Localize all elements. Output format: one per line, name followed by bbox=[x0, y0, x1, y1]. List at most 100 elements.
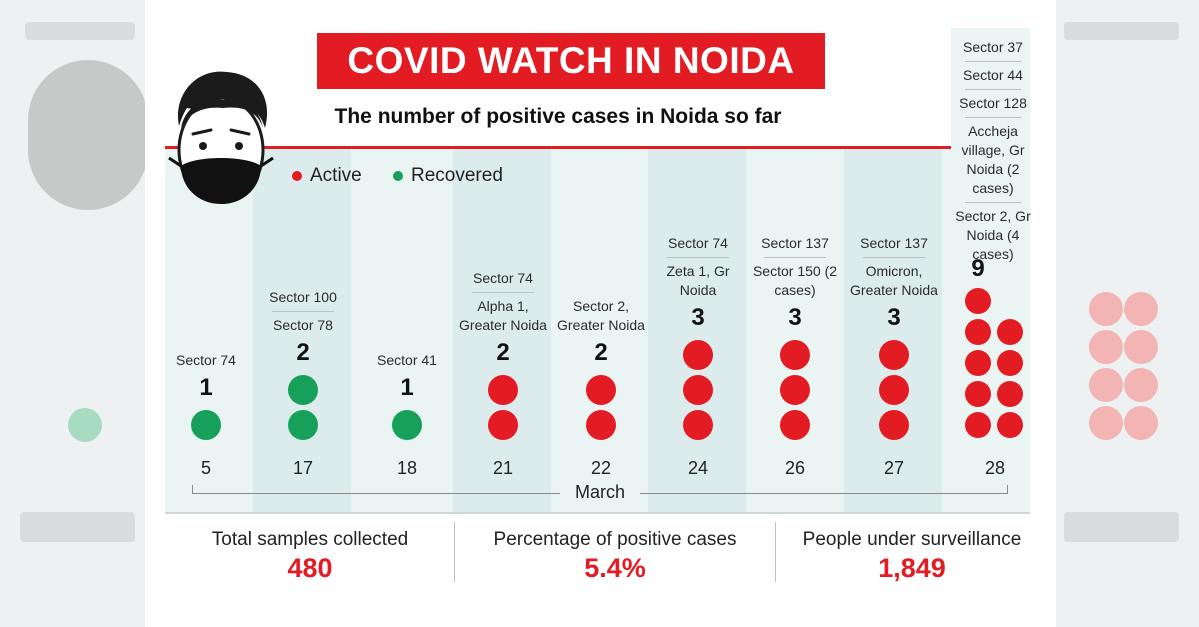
location-list: Sector 100 Sector 78 bbox=[258, 288, 348, 335]
location-name: Sector 78 bbox=[273, 317, 333, 333]
location-name: Sector 150 (2 cases) bbox=[752, 263, 838, 298]
location-list: Sector 2, Greater Noida bbox=[556, 297, 646, 335]
right-brow bbox=[229, 128, 251, 136]
date-label: 27 bbox=[883, 458, 905, 478]
active-case-dot bbox=[780, 410, 810, 440]
date-label: 24 bbox=[687, 458, 709, 478]
stat-label: People under surveillance bbox=[802, 529, 1022, 550]
location-list: Sector 137 Sector 150 (2 cases) bbox=[750, 234, 840, 300]
active-case-dot bbox=[997, 381, 1023, 407]
location-separator bbox=[272, 311, 334, 312]
masked-face-icon bbox=[168, 71, 274, 204]
location-name: Sector 44 bbox=[963, 67, 1023, 83]
location-separator bbox=[472, 292, 534, 293]
location-separator bbox=[965, 117, 1021, 118]
case-count: 2 bbox=[496, 339, 510, 366]
active-case-dot bbox=[488, 410, 518, 440]
location-name: Sector 137 bbox=[761, 235, 829, 251]
recovered-case-dot bbox=[191, 410, 221, 440]
date-label: 18 bbox=[396, 458, 418, 478]
stat-positive-percentage: Percentage of positive cases 5.4% bbox=[455, 514, 775, 592]
stat-label: Total samples collected bbox=[211, 529, 409, 550]
location-name: Sector 74 bbox=[473, 270, 533, 286]
location-name: Sector 41 bbox=[377, 352, 437, 368]
case-count: 3 bbox=[691, 304, 705, 331]
case-count: 9 bbox=[971, 255, 985, 282]
chart-title: COVID WATCH IN NOIDA bbox=[317, 33, 825, 89]
active-case-dot bbox=[997, 350, 1023, 376]
active-case-dot bbox=[997, 412, 1023, 438]
location-name: Accheja village, Gr Noida (2 cases) bbox=[961, 123, 1025, 196]
recovered-case-dot bbox=[392, 410, 422, 440]
location-list: Sector 74 Alpha 1, Greater Noida bbox=[458, 269, 548, 335]
active-case-dot bbox=[879, 410, 909, 440]
stats-rule bbox=[165, 512, 1030, 514]
location-list: Sector 74 bbox=[161, 351, 251, 370]
case-count: 3 bbox=[788, 304, 802, 331]
stats-panel: Total samples collected 480 Percentage o… bbox=[165, 514, 1030, 592]
location-name: Alpha 1, Greater Noida bbox=[459, 298, 547, 333]
case-count: 3 bbox=[887, 304, 901, 331]
chart-subtitle: The number of positive cases in Noida so… bbox=[334, 105, 782, 128]
location-name: Sector 74 bbox=[668, 235, 728, 251]
recovered-legend-dot bbox=[393, 171, 403, 181]
active-case-dot bbox=[879, 375, 909, 405]
infographic-card: COVID WATCH IN NOIDA The number of posit… bbox=[145, 0, 1056, 627]
location-name: Sector 100 bbox=[269, 289, 337, 305]
location-list: Sector 37 Sector 44 Sector 128 Accheja vill… bbox=[951, 38, 1035, 264]
hair-top bbox=[181, 99, 263, 128]
location-list: Sector 137 Omicron, Greater Noida bbox=[849, 234, 939, 300]
stat-label: Percentage of positive cases bbox=[493, 529, 737, 550]
active-case-dot bbox=[965, 350, 991, 376]
location-separator bbox=[965, 61, 1021, 62]
active-case-dot bbox=[683, 340, 713, 370]
location-list: Sector 41 bbox=[362, 351, 452, 370]
legend-recovered-label: Recovered bbox=[411, 165, 503, 186]
location-name: Sector 137 bbox=[860, 235, 928, 251]
mask-strap-right bbox=[260, 156, 274, 168]
active-case-dot bbox=[683, 375, 713, 405]
date-label: 26 bbox=[784, 458, 806, 478]
legend-active-label: Active bbox=[310, 165, 362, 186]
date-label: 17 bbox=[292, 458, 314, 478]
axis-tick-right bbox=[1007, 485, 1008, 494]
recovered-case-dot bbox=[288, 375, 318, 405]
location-name: Sector 37 bbox=[963, 39, 1023, 55]
case-count: 2 bbox=[594, 339, 608, 366]
location-separator bbox=[667, 257, 729, 258]
location-name: Omicron, Greater Noida bbox=[850, 263, 938, 298]
right-eye bbox=[235, 142, 243, 150]
date-label: 5 bbox=[200, 458, 211, 478]
active-case-dot bbox=[965, 412, 991, 438]
location-name: Sector 2, Gr Noida (4 cases) bbox=[955, 208, 1031, 262]
date-label: 21 bbox=[492, 458, 514, 478]
mask-strap-left bbox=[168, 156, 182, 168]
title-rule bbox=[165, 146, 951, 149]
axis-tick-left bbox=[192, 485, 193, 494]
active-case-dot bbox=[965, 381, 991, 407]
stat-value: 480 bbox=[287, 553, 333, 583]
active-case-dot bbox=[780, 340, 810, 370]
location-separator bbox=[965, 202, 1021, 203]
location-separator bbox=[764, 257, 826, 258]
location-name: Sector 2, Greater Noida bbox=[557, 298, 645, 333]
left-eye bbox=[199, 142, 207, 150]
recovered-case-dot bbox=[288, 410, 318, 440]
stat-samples: Total samples collected 480 bbox=[165, 514, 455, 592]
month-label: March bbox=[560, 482, 640, 503]
location-name: Sector 74 bbox=[176, 352, 236, 368]
blurred-face bbox=[28, 60, 145, 210]
active-case-dot bbox=[965, 319, 991, 345]
date-label: 22 bbox=[590, 458, 612, 478]
active-case-dot bbox=[586, 410, 616, 440]
location-separator bbox=[863, 257, 925, 258]
left-blur-panel bbox=[0, 0, 145, 627]
legend-recovered: Recovered bbox=[393, 165, 503, 187]
stat-value: 1,849 bbox=[878, 553, 946, 583]
case-count: 1 bbox=[400, 374, 414, 401]
active-case-dot bbox=[488, 375, 518, 405]
stat-divider bbox=[454, 522, 455, 582]
location-name: Sector 128 bbox=[959, 95, 1027, 111]
active-case-dot bbox=[997, 319, 1023, 345]
active-case-dot bbox=[683, 410, 713, 440]
